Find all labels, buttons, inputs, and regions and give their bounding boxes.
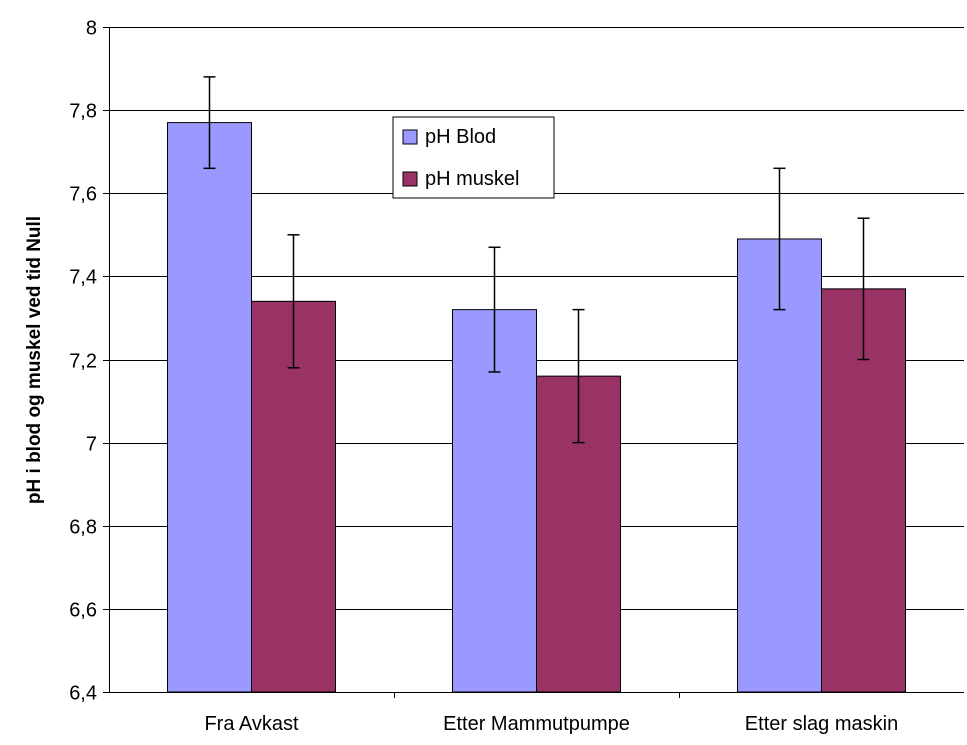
x-category-label: Etter Mammutpumpe — [443, 713, 630, 735]
y-tick-label: 7,4 — [69, 267, 97, 289]
legend: pH Blod pH muskel — [392, 116, 555, 199]
x-category-label: Fra Avkast — [204, 713, 299, 735]
bar-ph-blod — [452, 309, 537, 693]
y-tick-labels: 6,4 6,6 6,8 7 7,2 7,4 7,6 7,8 8 — [69, 18, 97, 705]
y-tick-label: 6,8 — [69, 517, 97, 539]
x-category-labels: Fra Avkast Etter Mammutpumpe Etter slag ma… — [204, 713, 898, 735]
y-tick-label: 6,4 — [69, 683, 97, 705]
y-axis-title: pH i blod og muskel ved tid Null — [24, 216, 45, 504]
legend-label-ph-muskel: pH muskel — [425, 168, 519, 190]
legend-box — [392, 116, 555, 199]
y-tick-label: 8 — [86, 18, 97, 40]
y-tick-label: 7,6 — [69, 184, 97, 206]
y-tick-label: 7,8 — [69, 101, 97, 123]
legend-swatch-ph-blod — [402, 129, 418, 145]
bars — [167, 122, 906, 693]
y-tick-label: 7 — [86, 434, 97, 456]
axes — [103, 27, 964, 698]
bar-ph-blod — [167, 122, 252, 693]
y-tick-label: 7,2 — [69, 351, 97, 373]
y-tick-label: 6,6 — [69, 600, 97, 622]
legend-swatch-ph-muskel — [402, 171, 418, 187]
error-bars — [203, 76, 870, 444]
x-category-label: Etter slag maskin — [745, 713, 898, 735]
legend-label-ph-blod: pH Blod — [425, 126, 496, 148]
